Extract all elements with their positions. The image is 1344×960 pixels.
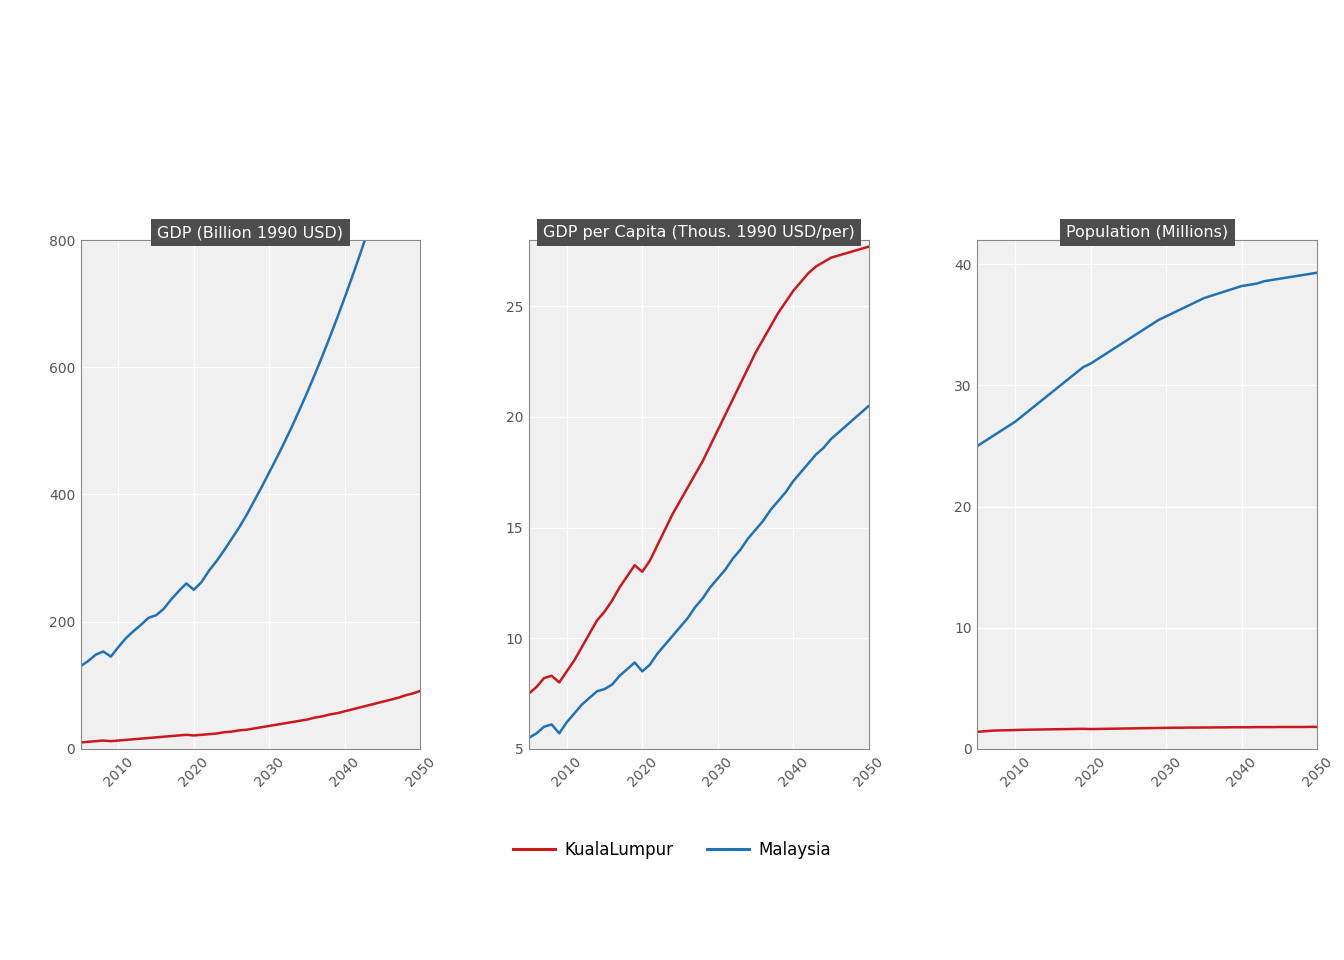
Legend: KualaLumpur, Malaysia: KualaLumpur, Malaysia — [507, 834, 837, 865]
Title: Population (Millions): Population (Millions) — [1066, 225, 1228, 240]
Title: GDP per Capita (Thous. 1990 USD/per): GDP per Capita (Thous. 1990 USD/per) — [543, 225, 855, 240]
Title: GDP (Billion 1990 USD): GDP (Billion 1990 USD) — [157, 225, 344, 240]
